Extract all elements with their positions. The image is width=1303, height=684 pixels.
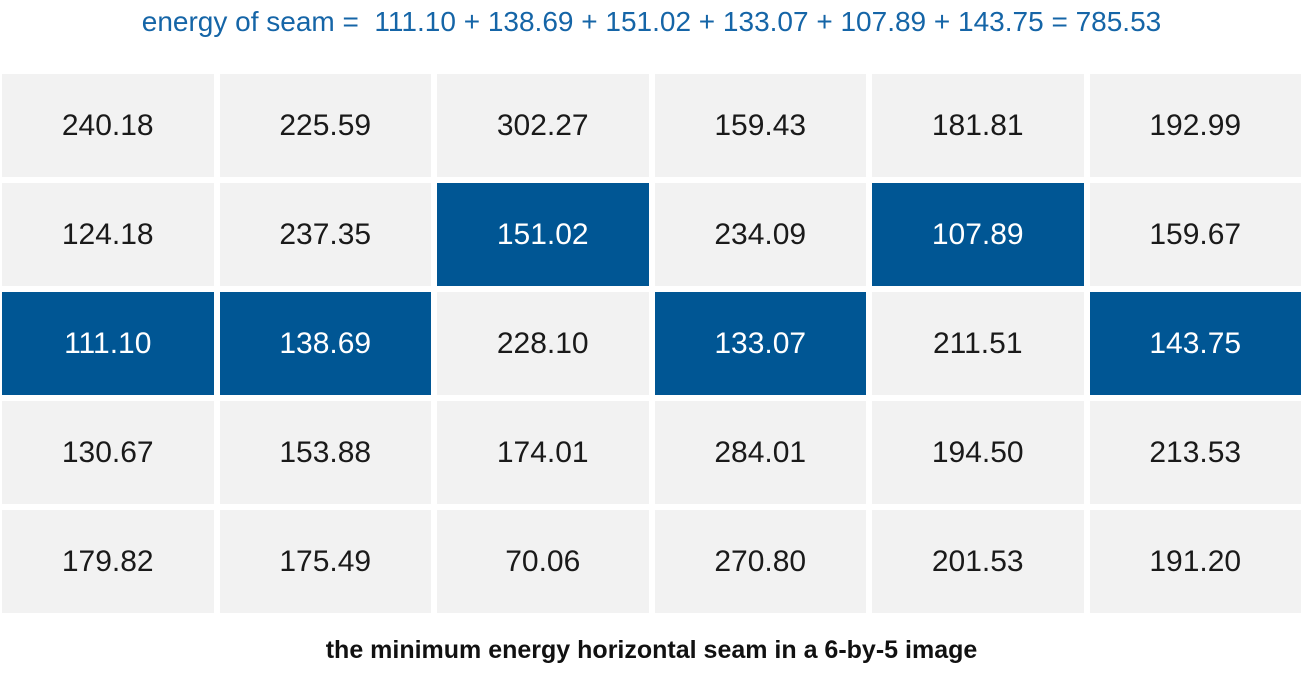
- grid-cell: 237.35: [219, 183, 431, 286]
- grid-cell: 211.51: [872, 292, 1084, 395]
- grid-cell: 159.43: [654, 74, 866, 177]
- seam-energy-equation: energy of seam = 111.10 + 138.69 + 151.0…: [141, 6, 1162, 37]
- grid-cell: 234.09: [654, 183, 866, 286]
- grid-cell: 159.67: [1089, 183, 1301, 286]
- seam-cell: 143.75: [1089, 292, 1301, 395]
- grid-cell: 284.01: [654, 401, 866, 504]
- grid-cell: 179.82: [2, 510, 214, 613]
- figure-caption: the minimum energy horizontal seam in a …: [325, 636, 978, 664]
- grid-cell: 124.18: [2, 183, 214, 286]
- seam-cell: 151.02: [437, 183, 649, 286]
- grid-cell: 270.80: [654, 510, 866, 613]
- grid-cell: 130.67: [2, 401, 214, 504]
- grid-cell: 192.99: [1089, 74, 1301, 177]
- grid-cell: 240.18: [2, 74, 214, 177]
- grid-cell: 225.59: [219, 74, 431, 177]
- seam-cell: 138.69: [219, 292, 431, 395]
- grid-cell: 228.10: [437, 292, 649, 395]
- grid-cell: 302.27: [437, 74, 649, 177]
- seam-cell: 107.89: [872, 183, 1084, 286]
- grid-cell: 153.88: [219, 401, 431, 504]
- grid-cell: 191.20: [1089, 510, 1301, 613]
- grid-cell: 181.81: [872, 74, 1084, 177]
- grid-cell: 174.01: [437, 401, 649, 504]
- grid-cell: 213.53: [1089, 401, 1301, 504]
- grid-cell: 194.50: [872, 401, 1084, 504]
- grid-cell: 175.49: [219, 510, 431, 613]
- energy-matrix: 240.18 225.59 302.27 159.43 181.81 192.99 124.…: [2, 74, 1301, 613]
- seam-cell: 133.07: [654, 292, 866, 395]
- seam-cell: 111.10: [2, 292, 214, 395]
- grid-cell: 201.53: [872, 510, 1084, 613]
- grid-cell: 70.06: [437, 510, 649, 613]
